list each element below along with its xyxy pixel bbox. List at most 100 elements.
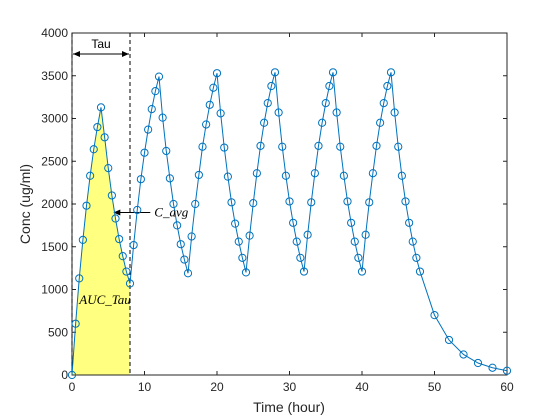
- x-tick-label: 60: [500, 380, 514, 394]
- data-point: [289, 218, 298, 227]
- annotation-layer: [71, 33, 151, 375]
- x-tick-label: 50: [428, 380, 442, 394]
- data-point: [401, 197, 410, 206]
- data-point: [136, 175, 145, 184]
- y-tick-label: 3000: [41, 112, 68, 126]
- data-point: [281, 171, 290, 180]
- data-point: [307, 198, 316, 207]
- data-point: [252, 169, 261, 178]
- data-point: [104, 163, 113, 173]
- data-point: [209, 83, 218, 92]
- data-point: [96, 103, 106, 112]
- y-tick-label: 1000: [41, 283, 68, 297]
- data-point: [328, 68, 338, 77]
- data-point: [249, 199, 258, 208]
- data-point: [256, 141, 265, 150]
- text-layer: Time (hour) Conc (ug/ml) Tau C_avg AUC_T…: [17, 37, 325, 415]
- data-point: [325, 81, 334, 91]
- axes-layer: 0 10 20 30 40 50 60 0 500 1000 1500 2000 2500 3000 350…: [41, 26, 514, 394]
- data-point: [343, 197, 352, 206]
- data-point: [125, 279, 135, 288]
- data-point: [397, 171, 406, 180]
- data-point: [100, 133, 109, 142]
- x-axis-title: Time (hour): [253, 399, 325, 415]
- data-point: [245, 231, 254, 240]
- data-point: [502, 366, 512, 375]
- data-point: [390, 108, 399, 117]
- data-point: [147, 105, 156, 114]
- data-point: [303, 230, 312, 239]
- data-point: [107, 191, 116, 200]
- x-tick-label: 10: [138, 380, 152, 394]
- data-point: [372, 141, 381, 150]
- data-point: [430, 311, 439, 320]
- data-point: [122, 267, 131, 276]
- data-point: [78, 235, 87, 245]
- data-point: [93, 122, 102, 132]
- c-avg-label: C_avg: [154, 205, 188, 220]
- data-point: [415, 267, 425, 276]
- data-point: [292, 237, 301, 246]
- data-point: [332, 108, 341, 117]
- data-point: [198, 142, 207, 151]
- data-point: [220, 143, 229, 152]
- data-point: [285, 197, 294, 206]
- y-tick-label: 4000: [41, 26, 68, 40]
- data-point: [202, 120, 211, 129]
- data-point: [296, 253, 305, 262]
- data-point: [231, 219, 240, 228]
- data-point: [118, 252, 127, 261]
- data-point: [336, 142, 345, 151]
- data-point: [176, 240, 185, 249]
- data-point: [357, 267, 367, 276]
- x-tick-label: 40: [355, 380, 369, 394]
- data-point: [379, 99, 388, 108]
- c-avg-arrow-head: [113, 209, 121, 216]
- data-point: [223, 172, 232, 181]
- x-tick-label: 20: [210, 380, 224, 394]
- data-point: [180, 255, 189, 264]
- auc-fill-area: [72, 107, 130, 375]
- data-point: [278, 142, 287, 151]
- data-point: [75, 274, 84, 283]
- data-point: [260, 118, 269, 127]
- data-point: [129, 240, 138, 250]
- data-point: [111, 214, 120, 223]
- data-point: [350, 237, 359, 246]
- data-point: [299, 267, 309, 276]
- data-point: [71, 319, 80, 328]
- data-point: [383, 81, 392, 91]
- data-point: [459, 350, 468, 359]
- data-point: [86, 171, 95, 180]
- data-point: [183, 269, 193, 278]
- data-point: [376, 118, 385, 127]
- data-point: [354, 253, 363, 262]
- series-layer: [71, 72, 508, 376]
- data-point: [314, 141, 323, 150]
- data-point: [173, 221, 182, 230]
- y-axis-title: Conc (ug/ml): [17, 164, 33, 244]
- data-point: [238, 253, 247, 262]
- data-point: [365, 198, 374, 207]
- data-point: [187, 232, 196, 241]
- data-point: [154, 72, 164, 81]
- data-point: [310, 169, 319, 178]
- data-point: [194, 170, 203, 180]
- data-point: [140, 148, 149, 157]
- data-point: [158, 113, 167, 122]
- y-tick-label: 0: [61, 368, 68, 382]
- data-point: [144, 125, 153, 134]
- data-point: [368, 169, 377, 178]
- data-point: [191, 199, 200, 209]
- data-point: [347, 218, 356, 227]
- data-point: [82, 201, 91, 210]
- auc-fill-layer: [72, 107, 130, 375]
- data-point: [318, 118, 327, 127]
- tau-arrow-right-head: [122, 51, 129, 57]
- data-point: [67, 370, 77, 380]
- data-point: [89, 145, 98, 154]
- tau-arrow-left-head: [73, 51, 80, 57]
- data-point: [274, 108, 283, 117]
